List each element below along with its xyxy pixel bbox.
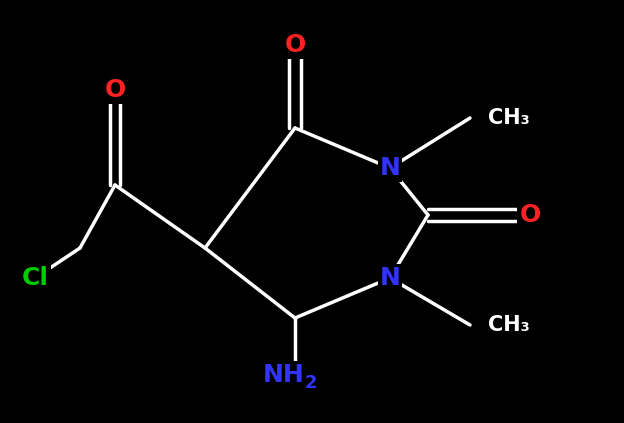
Text: 2: 2 — [305, 374, 317, 392]
Text: O: O — [104, 78, 125, 102]
Text: Cl: Cl — [21, 266, 49, 290]
Text: CH₃: CH₃ — [488, 315, 530, 335]
Text: N: N — [379, 266, 401, 290]
Text: O: O — [285, 33, 306, 57]
Text: O: O — [519, 203, 540, 227]
Text: N: N — [379, 156, 401, 180]
Text: NH: NH — [263, 363, 305, 387]
Text: CH₃: CH₃ — [488, 108, 530, 128]
